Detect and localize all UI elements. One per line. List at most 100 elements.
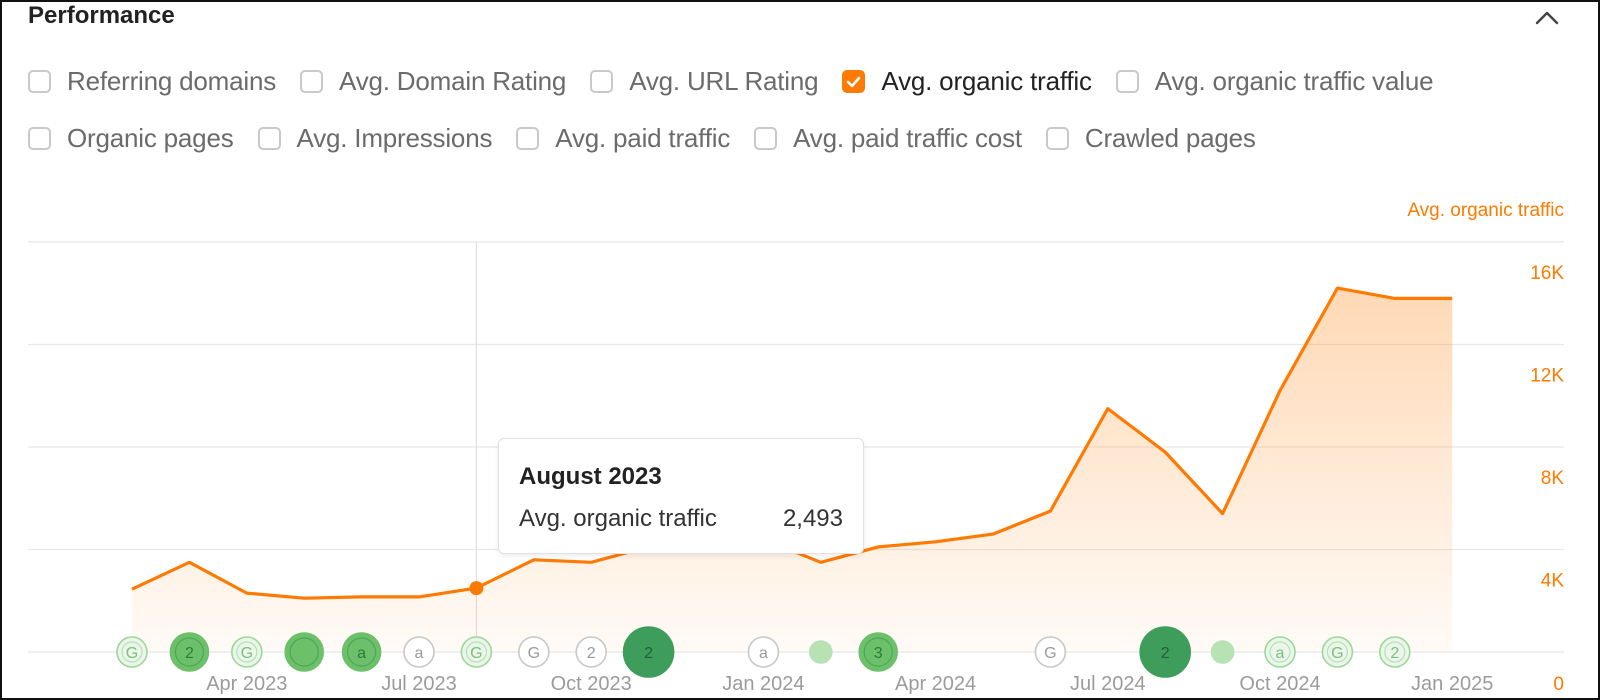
data-point[interactable]: [359, 594, 365, 600]
event-circle: [403, 636, 435, 668]
tooltip-metric-value: 2,493: [782, 505, 843, 532]
event-inner-ring: [1384, 641, 1406, 663]
checkbox-empty-icon[interactable]: [590, 70, 614, 93]
checkbox-empty-icon[interactable]: [754, 127, 778, 150]
annotation-event-marker[interactable]: 2: [1139, 626, 1191, 678]
checkbox-label: Avg. paid traffic: [555, 123, 731, 153]
checkbox-checked-icon[interactable]: [842, 70, 866, 93]
data-point[interactable]: [186, 559, 192, 565]
checkbox-label: Avg. Impressions: [296, 123, 493, 153]
checkbox-organic-pages[interactable]: Organic pages: [28, 123, 234, 154]
annotation-event-marker[interactable]: G: [460, 636, 493, 668]
checkbox-empty-icon[interactable]: [257, 127, 281, 150]
checkbox-empty-icon[interactable]: [1115, 70, 1139, 93]
x-tick-label: Jul 2023: [381, 673, 457, 695]
event-circle: [517, 636, 550, 668]
checkbox-empty-icon[interactable]: [516, 127, 540, 150]
event-label: a: [1276, 645, 1285, 662]
event-inner-ring: [465, 641, 487, 663]
data-point[interactable]: [933, 539, 939, 545]
data-point[interactable]: [875, 544, 881, 550]
event-inner-ring: [863, 637, 893, 667]
annotation-event-marker[interactable]: [808, 640, 833, 664]
checkbox-referring-domains[interactable]: Referring domains: [28, 66, 276, 97]
annotation-event-marker[interactable]: 2: [575, 636, 608, 668]
x-tick-label: Jul 2024: [1070, 673, 1146, 695]
event-inner-ring: [289, 637, 319, 667]
checkbox-empty-icon[interactable]: [28, 70, 51, 93]
checkbox-empty-icon[interactable]: [300, 70, 324, 93]
checkbox-empty-icon[interactable]: [1045, 127, 1069, 150]
event-inner-ring: [236, 641, 258, 663]
highlight-point[interactable]: [469, 581, 484, 596]
annotation-event-marker[interactable]: G: [517, 636, 550, 668]
annotation-event-marker[interactable]: G: [1034, 636, 1067, 668]
checkbox-avg-impressions[interactable]: Avg. Impressions: [257, 123, 493, 154]
checkbox-empty-icon[interactable]: [28, 127, 51, 150]
annotation-event-marker[interactable]: 2: [622, 626, 675, 678]
annotation-event-marker[interactable]: 2: [169, 632, 210, 672]
event-inner-ring: [1269, 641, 1291, 663]
event-circle: [284, 632, 325, 672]
x-tick-label: Oct 2023: [551, 673, 632, 695]
data-point[interactable]: [1162, 449, 1168, 455]
annotation-event-marker[interactable]: [1210, 640, 1235, 664]
checkbox-label: Avg. URL Rating: [629, 66, 819, 96]
collapse-button[interactable]: [1532, 6, 1562, 30]
annotation-event-marker[interactable]: G: [231, 636, 263, 668]
event-label: G: [241, 645, 253, 662]
data-point[interactable]: [531, 557, 537, 563]
checkbox-avg-organic-traffic[interactable]: Avg. organic traffic: [842, 66, 1092, 97]
event-label: 2: [1390, 645, 1399, 662]
data-point[interactable]: [1220, 511, 1226, 517]
event-circle: [1264, 636, 1296, 668]
annotation-event-marker[interactable]: G: [1321, 636, 1354, 668]
checkbox-avg-paid-traffic-cost[interactable]: Avg. paid traffic cost: [754, 123, 1022, 154]
data-point[interactable]: [990, 531, 996, 537]
data-point[interactable]: [1105, 406, 1111, 412]
data-point[interactable]: [416, 594, 422, 600]
event-label: G: [1044, 645, 1056, 662]
event-label: G: [1331, 645, 1343, 662]
data-point[interactable]: [244, 590, 250, 596]
data-point[interactable]: [588, 559, 594, 565]
annotation-event-marker[interactable]: a: [747, 636, 780, 668]
event-label: 2: [587, 645, 596, 662]
data-point[interactable]: [129, 586, 135, 592]
data-point[interactable]: [1449, 295, 1455, 301]
checkbox-avg-url-rating[interactable]: Avg. URL Rating: [590, 66, 819, 97]
annotation-event-marker[interactable]: 3: [858, 632, 899, 672]
metric-checkbox-row-1: Referring domains Avg. Domain Rating Avg. …: [28, 66, 1457, 97]
annotation-event-marker[interactable]: a: [341, 632, 382, 672]
event-circle: [1034, 636, 1067, 668]
x-tick-label: Apr 2024: [895, 673, 976, 695]
data-point[interactable]: [1277, 388, 1283, 394]
metric-checkbox-row-2: Organic pages Avg. Impressions Avg. paid t…: [28, 123, 1280, 154]
checkbox-avg-paid-traffic[interactable]: Avg. paid traffic: [516, 123, 730, 154]
panel-title: Performance: [28, 2, 175, 29]
data-point[interactable]: [301, 595, 307, 601]
data-point[interactable]: [1047, 508, 1053, 514]
annotation-event-marker[interactable]: [284, 632, 325, 672]
data-point[interactable]: [818, 559, 824, 565]
event-inner-ring: [347, 637, 377, 667]
annotation-event-marker[interactable]: 2: [1379, 636, 1411, 668]
data-point[interactable]: [1334, 285, 1340, 291]
annotation-event-marker[interactable]: a: [403, 636, 435, 668]
event-inner-ring: [174, 637, 204, 667]
y-tick-label: 4K: [1541, 571, 1565, 592]
event-label: a: [357, 645, 366, 662]
checkbox-crawled-pages[interactable]: Crawled pages: [1045, 123, 1256, 154]
event-label: a: [415, 645, 424, 662]
data-point[interactable]: [1392, 295, 1398, 301]
y-tick-label: 16K: [1530, 263, 1564, 284]
event-label: 3: [874, 645, 883, 662]
checkbox-avg-organic-traffic-value[interactable]: Avg. organic traffic value: [1115, 66, 1434, 97]
chevron-up-icon: [1535, 11, 1559, 25]
y-tick-label: 12K: [1530, 366, 1564, 387]
annotation-event-marker[interactable]: a: [1264, 636, 1296, 668]
checkbox-avg-domain-rating[interactable]: Avg. Domain Rating: [300, 66, 566, 97]
annotation-event-marker[interactable]: G: [116, 636, 148, 668]
